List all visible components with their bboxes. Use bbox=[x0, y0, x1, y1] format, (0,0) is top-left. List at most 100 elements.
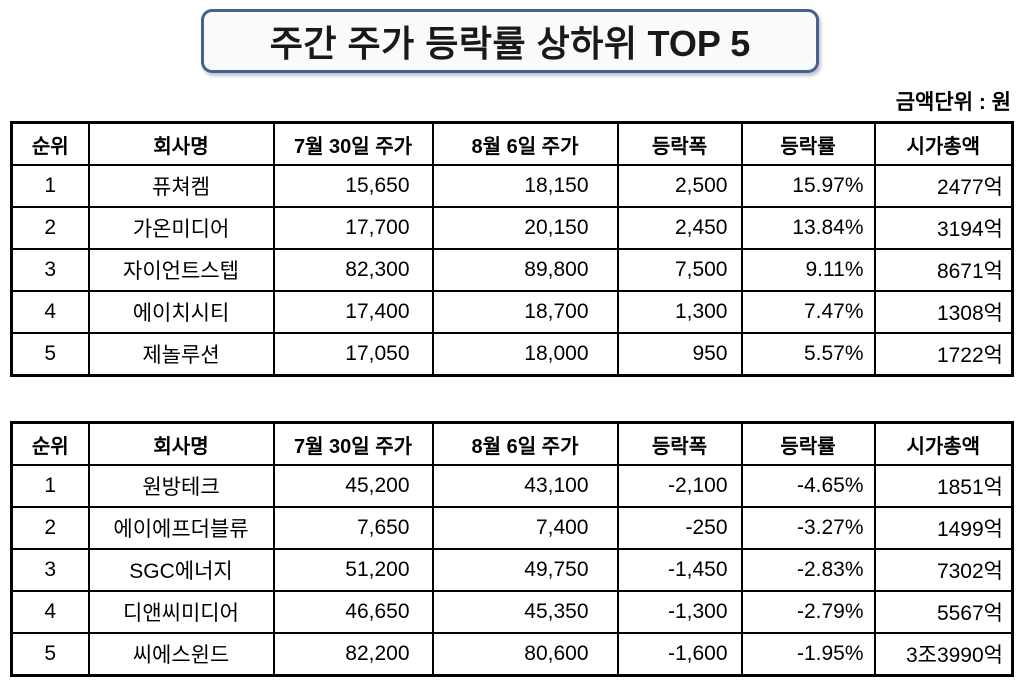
change-cell: 2,500 bbox=[616, 164, 743, 208]
rank-cell: 4 bbox=[10, 290, 90, 334]
change-cell: -2,100 bbox=[616, 464, 743, 508]
change-cell: 2,450 bbox=[616, 206, 743, 250]
rank-cell: 4 bbox=[10, 590, 90, 634]
rank-cell: 2 bbox=[10, 506, 90, 550]
change-cell: -1,300 bbox=[616, 590, 743, 634]
column-header-price-aug6: 8월 6일 주가 bbox=[431, 121, 619, 166]
change-cell: -250 bbox=[616, 506, 743, 550]
company-cell: 씨에스윈드 bbox=[87, 632, 275, 677]
rate-cell: -3.27% bbox=[740, 506, 876, 550]
price-aug6-cell: 20,150 bbox=[431, 206, 619, 250]
column-header-rank: 순위 bbox=[10, 121, 90, 166]
rate-cell: 13.84% bbox=[740, 206, 876, 250]
table-row: 4 에이치시티 17,400 18,700 1,300 7.47% 1308억 bbox=[10, 290, 1014, 334]
column-header-company: 회사명 bbox=[87, 421, 275, 466]
marketcap-cell: 3194억 bbox=[873, 206, 1014, 250]
column-header-change: 등락폭 bbox=[616, 121, 743, 166]
company-cell: 가온미디어 bbox=[87, 206, 275, 250]
marketcap-cell: 1499억 bbox=[873, 506, 1014, 550]
change-cell: -1,600 bbox=[616, 632, 743, 677]
company-cell: 디앤씨미디어 bbox=[87, 590, 275, 634]
column-header-rate: 등락률 bbox=[740, 421, 876, 466]
table-row: 4 디앤씨미디어 46,650 45,350 -1,300 -2.79% 556… bbox=[10, 590, 1014, 634]
price-jul30-cell: 51,200 bbox=[272, 548, 434, 592]
price-jul30-cell: 82,200 bbox=[272, 632, 434, 677]
unit-note: 금액단위 : 원 bbox=[895, 91, 1011, 114]
page-title-box: 주간 주가 등락률 상하위 TOP 5 bbox=[201, 9, 819, 73]
rate-cell: 9.11% bbox=[740, 248, 876, 292]
rank-cell: 5 bbox=[10, 332, 90, 377]
marketcap-cell: 1308억 bbox=[873, 290, 1014, 334]
company-cell: 자이언트스텝 bbox=[87, 248, 275, 292]
table-row: 5 제놀루션 17,050 18,000 950 5.57% 1722억 bbox=[10, 332, 1014, 377]
price-jul30-cell: 15,650 bbox=[272, 164, 434, 208]
marketcap-cell: 2477억 bbox=[873, 164, 1014, 208]
page-title-main: 주간 주가 등락률 상하위 bbox=[269, 23, 638, 64]
column-header-change: 등락폭 bbox=[616, 421, 743, 466]
table-row: 1 퓨쳐켐 15,650 18,150 2,500 15.97% 2477억 bbox=[10, 164, 1014, 208]
rank-cell: 1 bbox=[10, 464, 90, 508]
column-header-marketcap: 시가총액 bbox=[873, 421, 1014, 466]
change-cell: 950 bbox=[616, 332, 743, 377]
rate-cell: -1.95% bbox=[740, 632, 876, 677]
price-jul30-cell: 7,650 bbox=[272, 506, 434, 550]
table-row: 3 SGC에너지 51,200 49,750 -1,450 -2.83% 730… bbox=[10, 548, 1014, 592]
column-header-company: 회사명 bbox=[87, 121, 275, 166]
column-header-rank: 순위 bbox=[10, 421, 90, 466]
marketcap-cell: 7302억 bbox=[873, 548, 1014, 592]
price-aug6-cell: 45,350 bbox=[431, 590, 619, 634]
rate-cell: 5.57% bbox=[740, 332, 876, 377]
marketcap-cell: 8671억 bbox=[873, 248, 1014, 292]
company-cell: 에이에프더블류 bbox=[87, 506, 275, 550]
change-cell: -1,450 bbox=[616, 548, 743, 592]
price-aug6-cell: 80,600 bbox=[431, 632, 619, 677]
table-row: 2 에이에프더블류 7,650 7,400 -250 -3.27% 1499억 bbox=[10, 506, 1014, 550]
company-cell: 퓨쳐켐 bbox=[87, 164, 275, 208]
marketcap-cell: 1851억 bbox=[873, 464, 1014, 508]
table-row: 3 자이언트스텝 82,300 89,800 7,500 9.11% 8671억 bbox=[10, 248, 1014, 292]
price-jul30-cell: 82,300 bbox=[272, 248, 434, 292]
change-cell: 7,500 bbox=[616, 248, 743, 292]
rate-cell: -2.83% bbox=[740, 548, 876, 592]
company-cell: SGC에너지 bbox=[87, 548, 275, 592]
table-row: 2 가온미디어 17,700 20,150 2,450 13.84% 3194억 bbox=[10, 206, 1014, 250]
price-aug6-cell: 18,700 bbox=[431, 290, 619, 334]
gainers-table: 순위 회사명 7월 30일 주가 8월 6일 주가 등락폭 등락률 시가총액 1… bbox=[10, 121, 1014, 377]
price-aug6-cell: 18,000 bbox=[431, 332, 619, 377]
price-jul30-cell: 17,050 bbox=[272, 332, 434, 377]
price-jul30-cell: 46,650 bbox=[272, 590, 434, 634]
column-header-marketcap: 시가총액 bbox=[873, 121, 1014, 166]
price-jul30-cell: 17,700 bbox=[272, 206, 434, 250]
losers-table: 순위 회사명 7월 30일 주가 8월 6일 주가 등락폭 등락률 시가총액 1… bbox=[10, 421, 1014, 677]
table-row: 5 씨에스윈드 82,200 80,600 -1,600 -1.95% 3조39… bbox=[10, 632, 1014, 677]
price-aug6-cell: 49,750 bbox=[431, 548, 619, 592]
column-header-rate: 등락률 bbox=[740, 121, 876, 166]
rank-cell: 2 bbox=[10, 206, 90, 250]
gainers-header-row: 순위 회사명 7월 30일 주가 8월 6일 주가 등락폭 등락률 시가총액 bbox=[10, 121, 1014, 166]
company-cell: 제놀루션 bbox=[87, 332, 275, 377]
rank-cell: 1 bbox=[10, 164, 90, 208]
column-header-price-jul30: 7월 30일 주가 bbox=[272, 421, 434, 466]
company-cell: 원방테크 bbox=[87, 464, 275, 508]
page-title: 주간 주가 등락률 상하위 TOP 5 bbox=[270, 15, 750, 67]
column-header-price-jul30: 7월 30일 주가 bbox=[272, 121, 434, 166]
price-aug6-cell: 18,150 bbox=[431, 164, 619, 208]
table-row: 1 원방테크 45,200 43,100 -2,100 -4.65% 1851억 bbox=[10, 464, 1014, 508]
marketcap-cell: 5567억 bbox=[873, 590, 1014, 634]
column-header-price-aug6: 8월 6일 주가 bbox=[431, 421, 619, 466]
page-title-highlight: TOP 5 bbox=[647, 23, 751, 64]
losers-header-row: 순위 회사명 7월 30일 주가 8월 6일 주가 등락폭 등락률 시가총액 bbox=[10, 421, 1014, 466]
rank-cell: 5 bbox=[10, 632, 90, 677]
price-aug6-cell: 7,400 bbox=[431, 506, 619, 550]
company-cell: 에이치시티 bbox=[87, 290, 275, 334]
change-cell: 1,300 bbox=[616, 290, 743, 334]
rate-cell: 15.97% bbox=[740, 164, 876, 208]
price-aug6-cell: 89,800 bbox=[431, 248, 619, 292]
price-jul30-cell: 17,400 bbox=[272, 290, 434, 334]
rate-cell: -4.65% bbox=[740, 464, 876, 508]
marketcap-cell: 1722억 bbox=[873, 332, 1014, 377]
marketcap-cell: 3조3990억 bbox=[873, 632, 1014, 677]
price-aug6-cell: 43,100 bbox=[431, 464, 619, 508]
rate-cell: 7.47% bbox=[740, 290, 876, 334]
